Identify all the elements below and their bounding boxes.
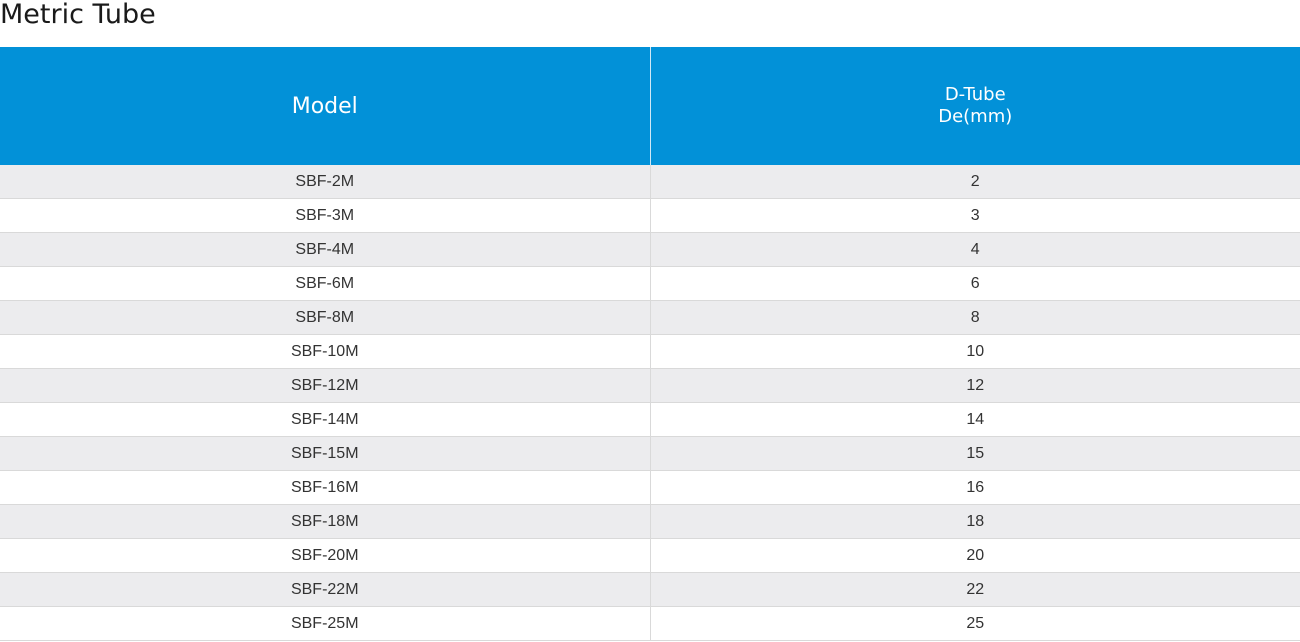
table-row: SBF-8M 8 — [0, 300, 1300, 335]
cell-model: SBF-15M — [0, 436, 651, 471]
table-row: SBF-6M 6 — [0, 266, 1300, 301]
header-row: Model D-Tube De(mm) — [0, 47, 1300, 165]
header-dtube-line2: De(mm) — [938, 106, 1013, 127]
cell-de: 22 — [650, 572, 1300, 607]
cell-model: SBF-14M — [0, 402, 651, 437]
cell-model: SBF-20M — [0, 538, 651, 573]
table-row: SBF-2M 2 — [0, 165, 1300, 199]
cell-model: SBF-6M — [0, 266, 651, 301]
table-row: SBF-18M 18 — [0, 504, 1300, 539]
cell-de: 10 — [650, 334, 1300, 369]
cell-de: 18 — [650, 504, 1300, 539]
cell-de: 14 — [650, 402, 1300, 437]
cell-de: 16 — [650, 470, 1300, 505]
cell-model: SBF-12M — [0, 368, 651, 403]
table-row: SBF-22M 22 — [0, 572, 1300, 607]
table-row: SBF-14M 14 — [0, 402, 1300, 437]
cell-de: 2 — [650, 165, 1300, 199]
cell-de: 12 — [650, 368, 1300, 403]
cell-de: 20 — [650, 538, 1300, 573]
table-row: SBF-20M 20 — [0, 538, 1300, 573]
metric-tube-table: Model D-Tube De(mm) SBF-2M 2 SBF-3M 3 SB… — [0, 47, 1300, 641]
table-row: SBF-12M 12 — [0, 368, 1300, 403]
cell-de: 25 — [650, 606, 1300, 641]
cell-model: SBF-2M — [0, 165, 651, 199]
cell-model: SBF-8M — [0, 300, 651, 335]
cell-model: SBF-22M — [0, 572, 651, 607]
header-dtube: D-Tube De(mm) — [650, 47, 1300, 165]
table-row: SBF-10M 10 — [0, 334, 1300, 369]
header-dtube-line1: D-Tube — [944, 84, 1006, 105]
table-header: Model D-Tube De(mm) — [0, 47, 1300, 165]
cell-de: 15 — [650, 436, 1300, 471]
table-body: SBF-2M 2 SBF-3M 3 SBF-4M 4 SBF-6M 6 SBF-… — [0, 165, 1300, 641]
table-row: SBF-3M 3 — [0, 198, 1300, 233]
table-row: SBF-4M 4 — [0, 232, 1300, 267]
page-title: Metric Tube — [0, 0, 156, 30]
table-row: SBF-16M 16 — [0, 470, 1300, 505]
cell-model: SBF-18M — [0, 504, 651, 539]
cell-model: SBF-4M — [0, 232, 651, 267]
cell-de: 4 — [650, 232, 1300, 267]
cell-model: SBF-25M — [0, 606, 651, 641]
cell-model: SBF-10M — [0, 334, 651, 369]
cell-model: SBF-16M — [0, 470, 651, 505]
table-row: SBF-15M 15 — [0, 436, 1300, 471]
cell-de: 8 — [650, 300, 1300, 335]
cell-de: 3 — [650, 198, 1300, 233]
cell-de: 6 — [650, 266, 1300, 301]
header-model: Model — [0, 47, 651, 165]
table-row: SBF-25M 25 — [0, 606, 1300, 641]
cell-model: SBF-3M — [0, 198, 651, 233]
